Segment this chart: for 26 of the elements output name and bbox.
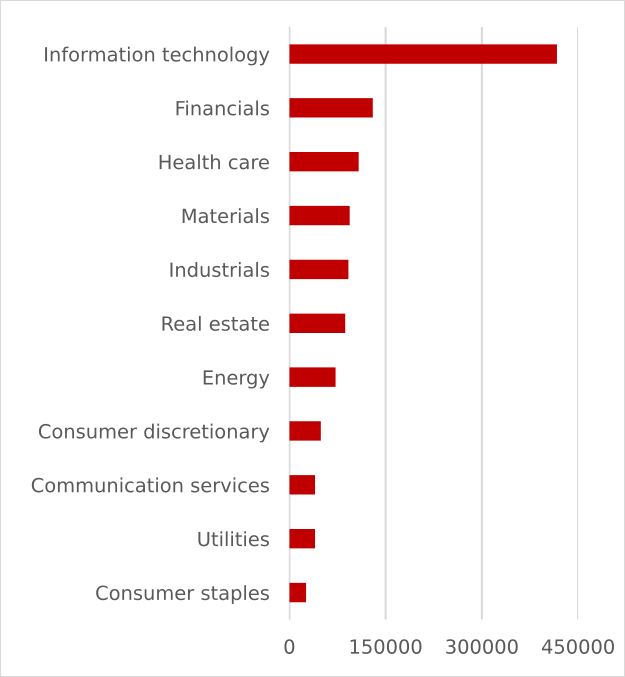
x-tick-label: 300000 <box>446 639 518 654</box>
y-tick-label: Information technology <box>45 46 270 66</box>
bar <box>289 260 348 280</box>
y-tick-label: Consumer discretionary <box>38 424 270 442</box>
bar <box>289 528 316 548</box>
x-tick-label: 450000 <box>542 639 614 654</box>
y-tick-label: Communication services <box>32 477 269 492</box>
bar <box>289 152 359 172</box>
y-tick-label: Materials <box>182 208 269 224</box>
y-tick-label: Consumer staples <box>96 585 269 604</box>
y-tick-label: Real estate <box>162 316 269 331</box>
x-tick-label: 150000 <box>350 639 422 654</box>
y-tick-label: Health care <box>160 154 269 170</box>
bar <box>289 98 373 118</box>
bar <box>289 582 306 602</box>
bar <box>289 206 350 226</box>
x-tick-label: 0 <box>284 639 294 654</box>
y-tick-label: Utilities <box>198 531 269 546</box>
bar <box>289 314 346 333</box>
y-tick-label: Financials <box>176 100 269 116</box>
y-tick-label: Industrials <box>170 262 269 278</box>
bar <box>289 44 557 64</box>
y-tick-label: Energy <box>204 370 270 389</box>
bar <box>289 475 316 495</box>
bar <box>289 367 336 387</box>
bar <box>289 421 321 441</box>
